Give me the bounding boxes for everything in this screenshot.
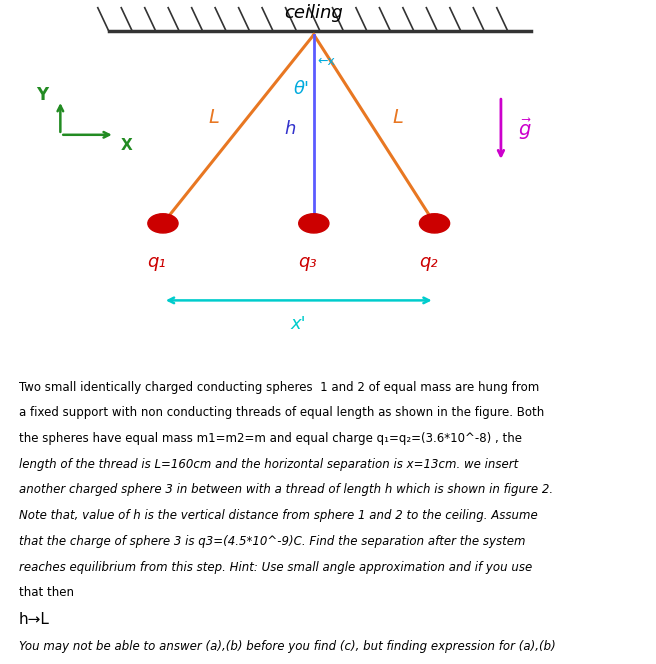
Text: q₂: q₂ (419, 253, 438, 271)
Text: length of the thread is L=160cm and the horizontal separation is x=13cm. we inse: length of the thread is L=160cm and the … (19, 457, 518, 471)
Text: ←x: ←x (317, 55, 335, 68)
Text: q₃: q₃ (298, 253, 317, 271)
Text: ceiling: ceiling (285, 4, 343, 22)
Text: Y: Y (36, 86, 49, 104)
Text: that the charge of sphere 3 is q3=(4.5*10^-9)C. Find the separation after the sy: that the charge of sphere 3 is q3=(4.5*1… (19, 535, 525, 548)
Text: x': x' (291, 315, 306, 333)
Text: $\vec{g}$: $\vec{g}$ (518, 116, 532, 141)
Text: Note that, value of h is the vertical distance from sphere 1 and 2 to the ceilin: Note that, value of h is the vertical di… (19, 509, 538, 522)
Text: L: L (393, 108, 403, 127)
Circle shape (419, 214, 449, 233)
Text: reaches equilibrium from this step. Hint: Use small angle approximation and if y: reaches equilibrium from this step. Hint… (19, 560, 532, 574)
Text: a fixed support with non conducting threads of equal length as shown in the figu: a fixed support with non conducting thre… (19, 406, 544, 419)
Text: h→L: h→L (19, 612, 50, 627)
Text: h: h (284, 120, 295, 138)
Text: θ': θ' (294, 80, 310, 98)
Text: X: X (121, 138, 133, 153)
Text: that then: that then (19, 586, 74, 600)
Circle shape (148, 214, 178, 233)
Text: You may not be able to answer (a),(b) before you find (c), but finding expressio: You may not be able to answer (a),(b) be… (19, 640, 556, 653)
Text: Two small identically charged conducting spheres  1 and 2 of equal mass are hung: Two small identically charged conducting… (19, 380, 539, 394)
Text: L: L (209, 108, 220, 127)
Text: the spheres have equal mass m1=m2=m and equal charge q₁=q₂=(3.6*10^-8) , the: the spheres have equal mass m1=m2=m and … (19, 432, 522, 445)
Circle shape (298, 214, 329, 233)
Text: another charged sphere 3 in between with a thread of length h which is shown in : another charged sphere 3 in between with… (19, 483, 553, 497)
Text: q₁: q₁ (148, 253, 166, 271)
